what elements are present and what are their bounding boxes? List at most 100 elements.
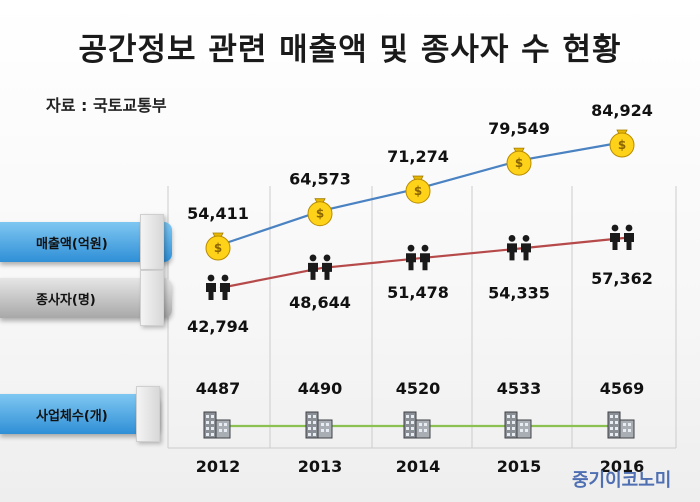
building-window [623,429,626,432]
building-tower-right [317,419,333,439]
building-tower-right [516,419,532,439]
person-head [522,234,530,242]
employees-data-label: 54,335 [488,283,550,302]
building-window [321,423,324,426]
companies-data-label: 4533 [497,379,542,398]
building-window [313,427,316,430]
person-body [220,283,230,300]
building-window [206,421,209,424]
building-tower-right [415,419,431,439]
building-window [313,421,316,424]
person-head [611,224,619,232]
money-bag-icon: $ [205,232,231,261]
legend-label-companies: 사업체수(개) [0,394,160,434]
building-tower-left [504,411,518,439]
building-window [615,415,618,418]
x-tick-label: 2014 [396,457,441,476]
building-window [211,421,214,424]
building-window [525,423,528,426]
revenue-data-label: 64,573 [289,170,351,189]
building-tower-right [619,419,635,439]
building-window [313,433,316,436]
building-icon [305,411,333,439]
building-window [308,415,311,418]
companies-data-label: 4569 [600,379,645,398]
paper-strip-icon [140,270,164,326]
building-window [206,433,209,436]
building-window [313,415,316,418]
person-body [521,243,531,261]
building-window [424,429,427,432]
building-window [406,427,409,430]
x-tick-label: 2015 [497,457,542,476]
person-body [406,253,416,271]
building-window [206,415,209,418]
person-body [322,262,332,280]
employees-data-label: 57,362 [591,269,653,288]
people-icon [406,244,430,271]
money-bag-body [307,201,333,227]
person-body [610,233,620,250]
companies-data-label: 4520 [396,379,441,398]
building-tower-left [305,411,319,439]
employees-data-label: 42,794 [187,317,249,336]
building-window [512,421,515,424]
chart-title: 공간정보 관련 매출액 및 종사자 수 현황 [78,32,622,68]
money-bag-body [506,150,532,176]
dollar-sign: $ [316,207,324,221]
person-body [507,243,517,261]
building-icon [504,411,532,439]
building-window [419,429,422,432]
revenue-data-label: 71,274 [387,147,449,166]
building-window [211,415,214,418]
building-window [326,423,329,426]
building-window [219,429,222,432]
building-window [224,429,227,432]
building-window [224,423,227,426]
money-bag-icon: $ [506,147,532,176]
building-window [507,415,510,418]
building-window [520,429,523,432]
building-icon [607,411,635,439]
building-window [321,429,324,432]
person-head [421,244,429,252]
person-head [221,274,229,282]
person-head [625,224,633,232]
building-window [520,423,523,426]
x-tick-label: 2012 [196,457,241,476]
building-window [406,415,409,418]
building-tower-left [607,411,621,439]
building-window [326,429,329,432]
building-window [308,427,311,430]
building-window [308,421,311,424]
x-tick-label: 2013 [298,457,343,476]
building-window [206,427,209,430]
person-head [309,254,317,262]
building-window [411,433,414,436]
revenue-data-label: 84,924 [591,101,653,120]
revenue-data-label: 54,411 [187,204,249,223]
building-window [507,427,510,430]
building-window [615,433,618,436]
people-icon [507,234,531,261]
revenue-data-label: 79,549 [488,119,550,138]
x-tick-label: 2016 [600,457,645,476]
building-window [419,423,422,426]
person-head [508,234,516,242]
money-bag-body [405,178,431,204]
building-window [610,415,613,418]
building-window [507,433,510,436]
brand-logo: 중기이코노미 [572,470,672,491]
building-window [406,433,409,436]
person-head [323,254,331,262]
people-icon [308,254,332,280]
money-bag-icon: $ [609,129,635,158]
building-window [512,427,515,430]
building-window [411,427,414,430]
building-window [219,423,222,426]
dollar-sign: $ [214,241,222,255]
people-icon [610,224,634,250]
dollar-sign: $ [414,184,422,198]
person-head [407,244,415,252]
